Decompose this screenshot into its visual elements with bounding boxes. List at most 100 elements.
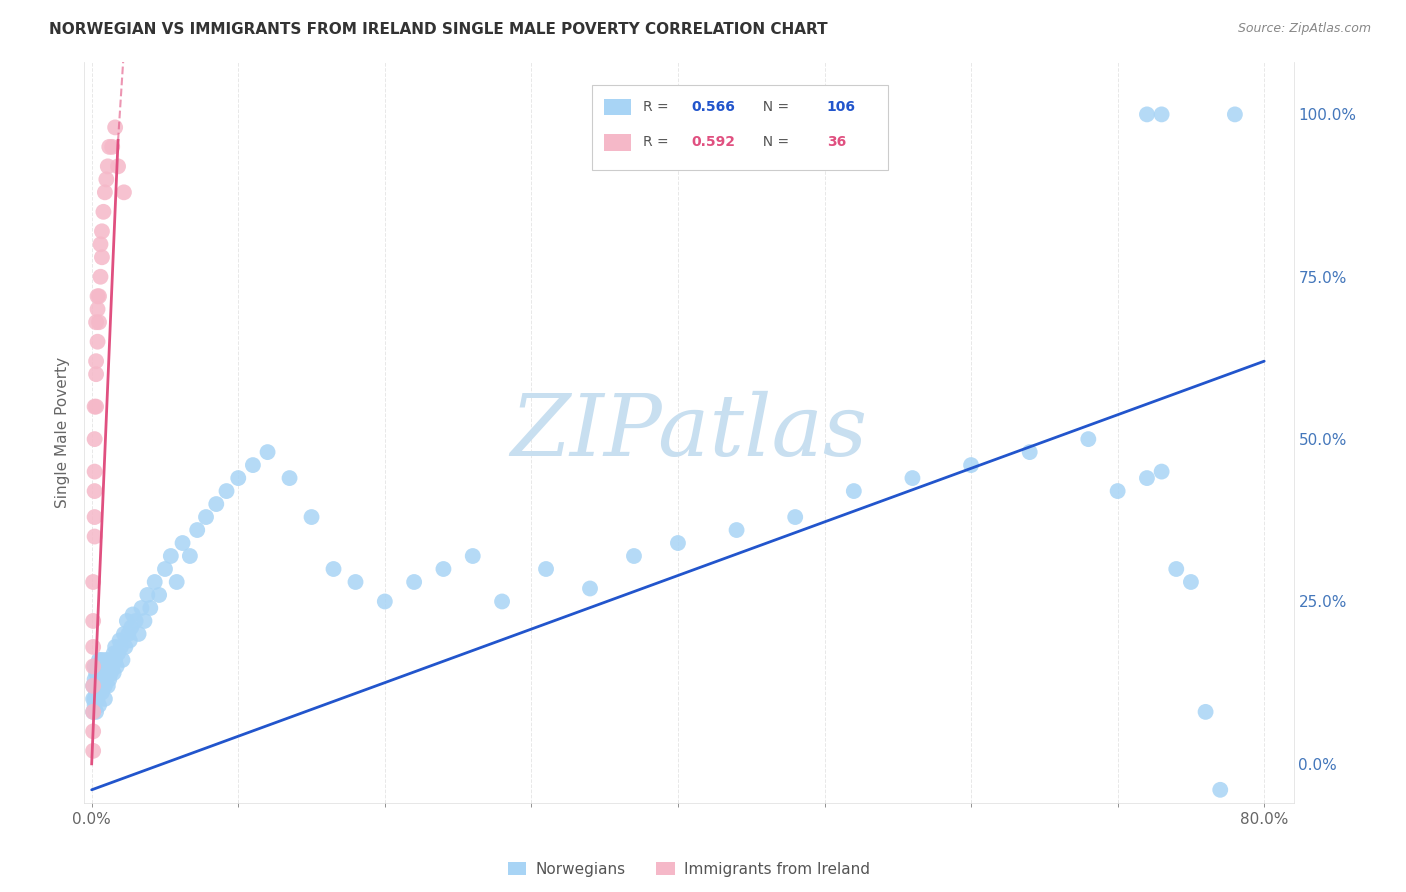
Point	[166, 574, 188, 589]
Point	[256, 445, 278, 459]
Point	[84, 400, 107, 414]
Point	[83, 510, 105, 524]
Text: NORWEGIAN VS IMMIGRANTS FROM IRELAND SINGLE MALE POVERTY CORRELATION CHART: NORWEGIAN VS IMMIGRANTS FROM IRELAND SIN…	[49, 22, 828, 37]
Point	[226, 471, 249, 485]
Point	[84, 367, 107, 381]
Point	[96, 172, 118, 186]
Point	[89, 269, 111, 284]
Point	[108, 633, 131, 648]
Point	[172, 536, 194, 550]
Text: R =: R =	[643, 136, 673, 149]
Point	[117, 627, 139, 641]
Point	[89, 659, 111, 673]
Point	[93, 659, 115, 673]
Point	[114, 640, 136, 654]
Point	[98, 659, 121, 673]
Point	[100, 665, 122, 680]
Point	[579, 582, 602, 596]
Point	[1136, 107, 1159, 121]
Point	[128, 627, 150, 641]
Point	[432, 562, 454, 576]
Point	[98, 140, 121, 154]
FancyBboxPatch shape	[605, 99, 631, 115]
Text: 106: 106	[827, 100, 856, 114]
Point	[725, 523, 748, 537]
Point	[83, 432, 105, 446]
Point	[666, 536, 689, 550]
Point	[186, 523, 208, 537]
Point	[1150, 107, 1173, 121]
Point	[93, 673, 115, 687]
Point	[87, 698, 110, 713]
Point	[91, 224, 114, 238]
Text: N =: N =	[754, 136, 794, 149]
Point	[84, 679, 107, 693]
Legend: Norwegians, Immigrants from Ireland: Norwegians, Immigrants from Ireland	[508, 862, 870, 877]
Point	[86, 673, 108, 687]
Point	[404, 574, 426, 589]
Point	[87, 653, 110, 667]
Point	[124, 614, 146, 628]
Point	[112, 627, 135, 641]
Point	[623, 549, 645, 563]
Point	[901, 471, 924, 485]
Point	[121, 607, 143, 622]
Point	[87, 665, 110, 680]
Point	[215, 484, 238, 499]
Text: N =: N =	[754, 100, 794, 114]
Point	[86, 679, 108, 693]
Point	[100, 653, 122, 667]
Point	[84, 705, 107, 719]
Text: 36: 36	[827, 136, 846, 149]
Point	[160, 549, 183, 563]
Point	[136, 588, 159, 602]
Point	[91, 685, 114, 699]
Point	[1018, 445, 1040, 459]
Point	[94, 665, 117, 680]
Point	[101, 140, 124, 154]
Point	[82, 574, 104, 589]
Point	[118, 633, 141, 648]
Text: R =: R =	[643, 100, 673, 114]
Point	[86, 659, 108, 673]
Point	[84, 315, 107, 329]
Point	[82, 705, 104, 719]
Point	[86, 302, 108, 317]
Point	[97, 679, 120, 693]
Point	[84, 354, 107, 368]
Point	[83, 400, 105, 414]
Point	[111, 653, 134, 667]
Text: 0.566: 0.566	[692, 100, 735, 114]
Point	[374, 594, 396, 608]
Point	[1107, 484, 1129, 499]
Point	[148, 588, 170, 602]
Point	[87, 315, 110, 329]
Point	[534, 562, 557, 576]
Point	[87, 289, 110, 303]
FancyBboxPatch shape	[605, 135, 631, 151]
Point	[83, 484, 105, 499]
Point	[84, 665, 107, 680]
Point	[103, 665, 125, 680]
Point	[491, 594, 513, 608]
Point	[91, 250, 114, 264]
Point	[115, 614, 138, 628]
Point	[205, 497, 228, 511]
Point	[139, 601, 162, 615]
Text: ZIPatlas: ZIPatlas	[510, 392, 868, 474]
Point	[1209, 782, 1232, 797]
Point	[1166, 562, 1188, 576]
Point	[242, 458, 264, 472]
Point	[960, 458, 983, 472]
Point	[179, 549, 201, 563]
Point	[112, 186, 135, 200]
Point	[120, 620, 142, 634]
Point	[82, 659, 104, 673]
Point	[107, 647, 129, 661]
Point	[103, 647, 125, 661]
Point	[82, 679, 104, 693]
Point	[1150, 465, 1173, 479]
Point	[842, 484, 865, 499]
Point	[1194, 705, 1216, 719]
Point	[344, 574, 367, 589]
